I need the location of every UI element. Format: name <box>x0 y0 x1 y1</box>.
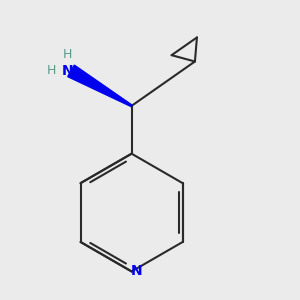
Text: N: N <box>131 265 142 278</box>
Text: H: H <box>46 64 56 77</box>
Text: H: H <box>63 48 72 61</box>
Text: N: N <box>61 64 73 78</box>
Polygon shape <box>68 65 132 106</box>
